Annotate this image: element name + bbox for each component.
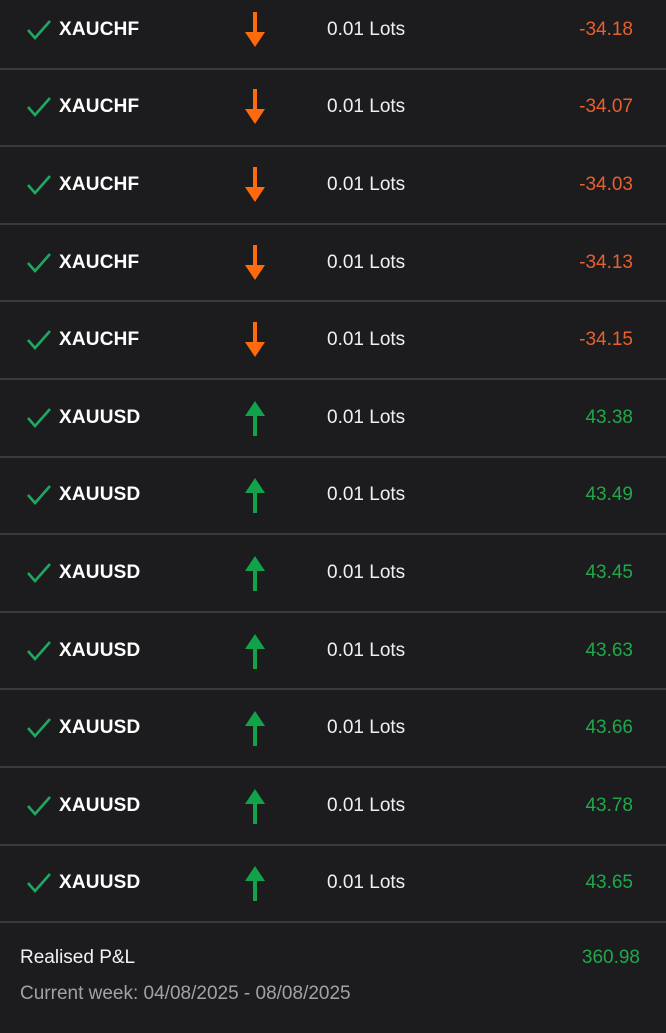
trade-pnl: -34.13 [579, 251, 633, 273]
trade-pnl: 43.45 [585, 561, 633, 583]
check-icon [26, 96, 52, 118]
arrow-down-icon [244, 322, 266, 358]
trade-symbol: XAUUSD [59, 717, 141, 739]
trade-row[interactable]: XAUCHF 0.01 Lots -34.13 [0, 225, 666, 303]
trade-row[interactable]: XAUCHF 0.01 Lots -34.15 [0, 302, 666, 380]
arrow-up-icon [244, 400, 266, 436]
trade-symbol: XAUCHF [59, 96, 140, 118]
trade-pnl: 43.49 [585, 484, 633, 506]
trade-pnl: 43.65 [585, 872, 633, 894]
check-icon [26, 872, 52, 894]
check-icon [26, 484, 52, 506]
trade-volume: 0.01 Lots [327, 173, 406, 195]
trade-symbol: XAUCHF [59, 18, 140, 40]
trade-pnl: -34.18 [579, 18, 633, 40]
trade-row[interactable]: XAUUSD 0.01 Lots 43.45 [0, 535, 666, 613]
check-icon [26, 19, 52, 41]
trade-symbol: XAUUSD [59, 639, 141, 661]
trade-pnl: -34.15 [579, 329, 633, 351]
arrow-up-icon [244, 788, 266, 824]
trade-symbol: XAUUSD [59, 794, 141, 816]
trade-volume: 0.01 Lots [327, 329, 406, 351]
trade-row[interactable]: XAUUSD 0.01 Lots 43.66 [0, 690, 666, 768]
arrow-up-icon [244, 633, 266, 669]
trade-row[interactable]: XAUCHF 0.01 Lots -34.07 [0, 70, 666, 148]
arrow-down-icon [244, 166, 266, 203]
trade-volume: 0.01 Lots [327, 484, 406, 506]
period-label: Current week: 04/08/2025 - 08/08/2025 [20, 983, 351, 1005]
check-icon [26, 562, 52, 584]
arrow-down-icon [244, 89, 266, 125]
realised-pnl-value: 360.98 [581, 947, 640, 969]
check-icon [26, 174, 52, 196]
trade-symbol: XAUUSD [59, 561, 141, 583]
trade-pnl: 43.78 [585, 794, 633, 816]
trade-volume: 0.01 Lots [327, 251, 406, 273]
check-icon [26, 407, 52, 429]
trade-volume: 0.01 Lots [327, 794, 406, 816]
trade-symbol: XAUUSD [59, 406, 141, 428]
trade-symbol: XAUCHF [59, 329, 140, 351]
trade-pnl: -34.03 [579, 173, 633, 195]
trade-volume: 0.01 Lots [327, 561, 406, 583]
trade-pnl: 43.66 [585, 717, 633, 739]
trade-row[interactable]: XAUUSD 0.01 Lots 43.65 [0, 846, 666, 924]
check-icon [26, 252, 52, 274]
trade-row[interactable]: XAUUSD 0.01 Lots 43.63 [0, 613, 666, 691]
trade-row[interactable]: XAUCHF 0.01 Lots -34.18 [0, 0, 666, 70]
trade-row[interactable]: XAUUSD 0.01 Lots 43.38 [0, 380, 666, 458]
arrow-up-icon [244, 555, 266, 591]
trade-volume: 0.01 Lots [327, 18, 406, 40]
trade-row[interactable]: XAUUSD 0.01 Lots 43.78 [0, 768, 666, 846]
trade-pnl: 43.38 [585, 406, 633, 428]
trade-symbol: XAUUSD [59, 484, 141, 506]
trade-row[interactable]: XAUCHF 0.01 Lots -34.03 [0, 147, 666, 225]
closed-trades-list: XAUCHF 0.01 Lots -34.18 XAUCHF 0.01 Lots… [0, 0, 666, 924]
arrow-up-icon [244, 710, 266, 747]
trade-volume: 0.01 Lots [327, 96, 406, 118]
arrow-down-icon [244, 11, 266, 48]
trade-symbol: XAUCHF [59, 251, 140, 273]
realised-pnl-label: Realised P&L [20, 947, 136, 969]
arrow-up-icon [244, 865, 266, 902]
check-icon [26, 640, 52, 662]
trade-volume: 0.01 Lots [327, 639, 406, 661]
arrow-down-icon [244, 244, 266, 281]
trade-volume: 0.01 Lots [327, 406, 406, 428]
trade-row[interactable]: XAUUSD 0.01 Lots 43.49 [0, 458, 666, 536]
trade-symbol: XAUCHF [59, 173, 140, 195]
trade-symbol: XAUUSD [59, 872, 141, 894]
trade-volume: 0.01 Lots [327, 872, 406, 894]
trade-pnl: 43.63 [585, 639, 633, 661]
check-icon [26, 329, 52, 351]
check-icon [26, 717, 52, 739]
check-icon [26, 795, 52, 817]
trade-volume: 0.01 Lots [327, 717, 406, 739]
trade-pnl: -34.07 [579, 96, 633, 118]
realised-pnl-summary: Realised P&L 360.98 Current week: 04/08/… [0, 923, 666, 1033]
arrow-up-icon [244, 477, 266, 514]
